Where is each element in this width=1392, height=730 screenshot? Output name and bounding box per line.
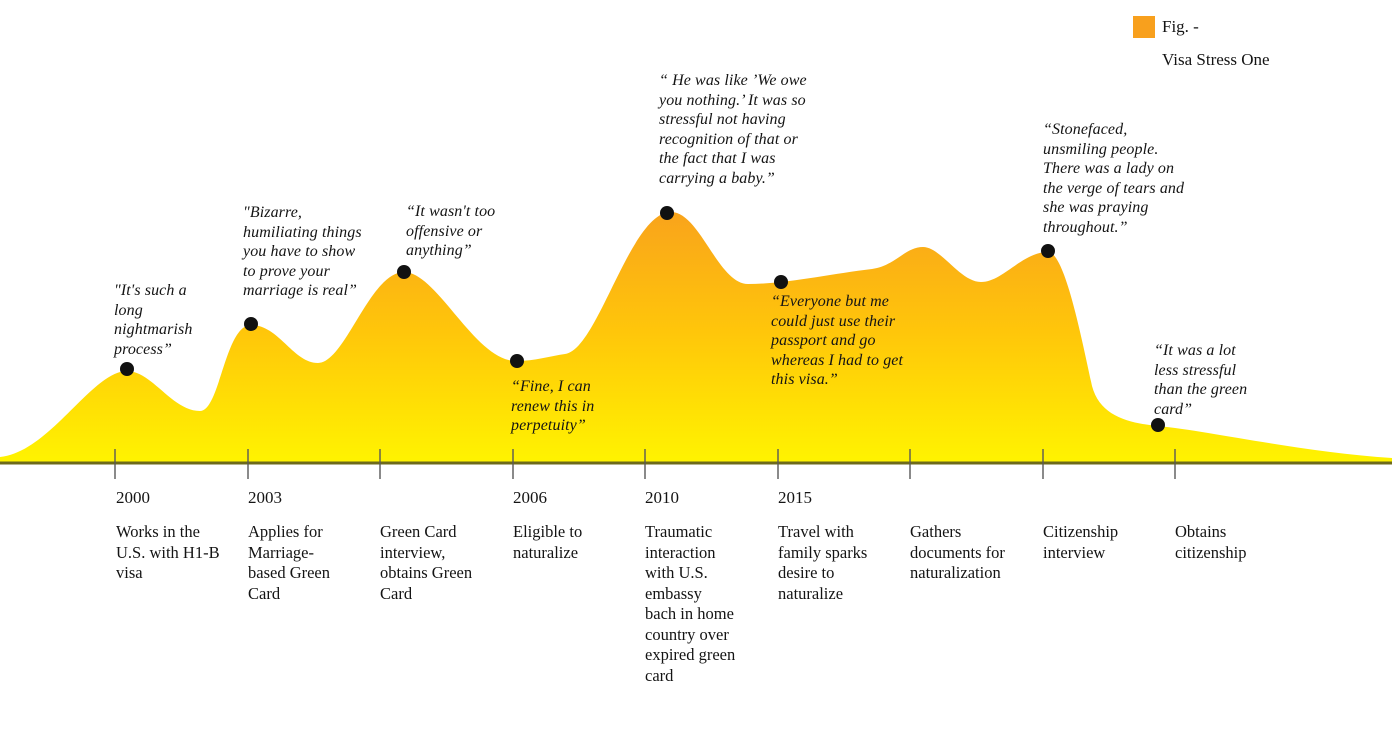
timeline-event-label: Eligible to naturalize: [513, 522, 583, 562]
timeline-column: Citizenship interview: [1043, 488, 1167, 563]
data-point-dot: [1041, 244, 1055, 258]
timeline-year: 2010: [645, 488, 679, 507]
data-point-dot: [774, 275, 788, 289]
data-point-dots: [120, 206, 1165, 432]
timeline-event-label: Applies for Marriage- based Green Card: [248, 522, 331, 603]
legend-swatch-icon: [1133, 16, 1155, 38]
timeline-event-label: Works in the U.S. with H1-B visa: [116, 522, 220, 582]
timeline-event-label: Traumatic interaction with U.S. embassy …: [645, 522, 736, 685]
timeline-year: 2015: [778, 488, 812, 507]
timeline-year: [1043, 488, 1167, 522]
timeline-column: Gathers documents for naturalization: [910, 488, 1034, 584]
timeline-year: [380, 488, 504, 522]
quote-annotation: “Everyone but me could just use their pa…: [771, 293, 904, 388]
timeline-year: [910, 488, 1034, 522]
fig-label: Fig. -: [1162, 17, 1199, 36]
timeline-column: 2003 Applies for Marriage- based Green C…: [248, 488, 372, 604]
data-point-dot: [510, 354, 524, 368]
timeline-column: 2006 Eligible to naturalize: [513, 488, 637, 563]
timeline-column: 2000 Works in the U.S. with H1-B visa: [116, 488, 240, 584]
timeline-event-label: Green Card interview, obtains Green Card: [380, 522, 473, 603]
timeline-column: Green Card interview, obtains Green Card: [380, 488, 504, 604]
timeline-event-label: Gathers documents for naturalization: [910, 522, 1005, 582]
quote-annotation: “It was a lot less stressful than the gr…: [1154, 342, 1248, 418]
timeline-year: [1175, 488, 1299, 522]
timeline-event-label: Obtains citizenship: [1175, 522, 1247, 562]
timeline-year: 2003: [248, 488, 282, 507]
quote-annotation: "It's such a long nightmarish process”: [114, 282, 193, 358]
timeline-column: 2015 Travel with family sparks desire to…: [778, 488, 902, 604]
timeline-year: 2006: [513, 488, 547, 507]
timeline-year: 2000: [116, 488, 150, 507]
figure-title: Visa Stress One: [1162, 50, 1270, 69]
quote-annotation: “It wasn't too offensive or anything”: [406, 203, 496, 259]
timeline-event-label: Citizenship interview: [1043, 522, 1119, 562]
quote-annotation: “Stonefaced, unsmiling people. There was…: [1043, 121, 1185, 236]
timeline-column: 2010 Traumatic interaction with U.S. emb…: [645, 488, 769, 686]
legend-swatch-rect: [1133, 16, 1155, 38]
timeline-event-label: Travel with family sparks desire to natu…: [778, 522, 868, 603]
stress-area-shape: [0, 212, 1392, 463]
data-point-dot: [1151, 418, 1165, 432]
data-point-dot: [397, 265, 411, 279]
data-point-dot: [120, 362, 134, 376]
data-point-dot: [660, 206, 674, 220]
timeline-column: Obtains citizenship: [1175, 488, 1299, 563]
data-point-dot: [244, 317, 258, 331]
quote-annotation: "Bizarre, humiliating things you have to…: [243, 204, 362, 299]
quote-annotation: “ He was like ’We owe you nothing.’ It w…: [659, 72, 807, 187]
x-axis-ticks: [114, 449, 1176, 479]
quote-annotation: “Fine, I can renew this in perpetuity”: [511, 378, 595, 434]
